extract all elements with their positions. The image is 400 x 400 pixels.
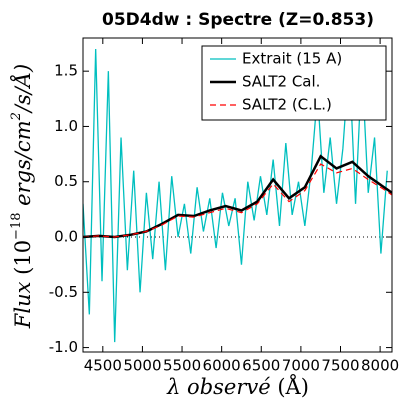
x-tick-label: 7500 <box>321 357 359 375</box>
x-tick-label: 5500 <box>163 357 201 375</box>
y-tick-label: 0.5 <box>54 172 78 190</box>
x-tick-label: 7000 <box>282 357 320 375</box>
y-label-part: /s/Å) <box>10 64 35 114</box>
y-label-part: −18 <box>9 213 24 240</box>
series-line <box>83 163 392 238</box>
legend-label: SALT2 Cal. <box>242 73 320 91</box>
legend-label: Extrait (15 A) <box>242 50 342 68</box>
series-line <box>83 49 388 343</box>
x-label-part: λ <box>166 375 180 399</box>
x-label-part: (Å) <box>277 374 309 399</box>
plot-frame <box>82 37 393 353</box>
y-label-part: (10 <box>11 240 35 282</box>
y-tick-label: -0.5 <box>49 283 78 301</box>
plot <box>83 49 392 343</box>
x-tick-label: 4500 <box>84 357 122 375</box>
y-label-part: Flux <box>11 281 35 329</box>
y-axis-label: Flux (10−18 ergs/cm2/s/Å) <box>9 64 35 329</box>
x-axis-label: λ observé (Å) <box>166 374 309 399</box>
legend-label: SALT2 (C.L.) <box>242 96 332 114</box>
y-tick-label: -1.0 <box>49 338 78 356</box>
y-label-part: 2 <box>9 112 24 121</box>
x-tick-label: 8000 <box>361 357 399 375</box>
y-tick-label: 0.0 <box>54 228 78 246</box>
x-label-part: observé <box>180 375 277 399</box>
x-tick-label: 5000 <box>123 357 161 375</box>
y-tick-label: 1.5 <box>54 62 78 80</box>
y-tick-label: 1.0 <box>54 117 78 135</box>
x-tick-label: 6000 <box>203 357 241 375</box>
x-tick-label: 6500 <box>242 357 280 375</box>
chart-title: 05D4dw : Spectre (Z=0.853) <box>102 10 374 30</box>
y-label-part: ergs/cm <box>11 120 35 212</box>
